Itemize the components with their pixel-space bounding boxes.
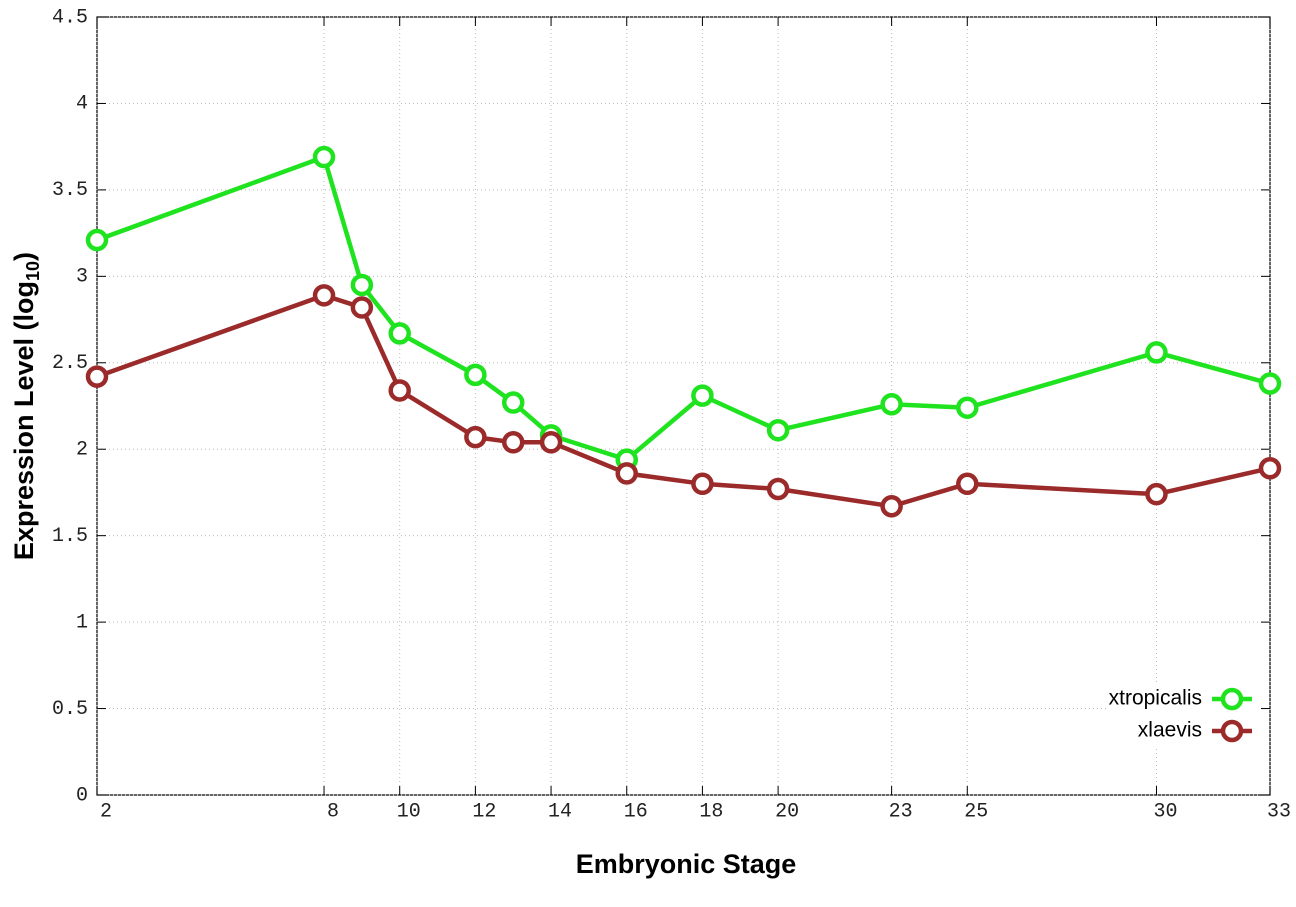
- x-tick-label: 2: [100, 800, 112, 823]
- x-tick-label: 16: [624, 800, 648, 823]
- data-point: [1258, 456, 1282, 480]
- x-tick-label: 8: [327, 800, 339, 823]
- y-tick-label: 1: [76, 611, 88, 634]
- y-tick-label: 2: [76, 439, 88, 462]
- legend-label: xtropicalis: [1109, 687, 1202, 710]
- x-tick-label: 23: [889, 800, 913, 823]
- data-point: [1145, 482, 1168, 506]
- data-point: [312, 284, 336, 307]
- data-point: [615, 462, 638, 485]
- data-point: [388, 322, 411, 345]
- data-point: [312, 145, 336, 169]
- data-point: [956, 396, 979, 419]
- y-axis-title: Expression Level (log10): [9, 252, 43, 560]
- y-tick-label: 3.5: [52, 179, 88, 202]
- data-point: [464, 363, 487, 387]
- y-tick-label: 0.5: [52, 698, 88, 721]
- series-line: [96, 154, 1271, 462]
- data-point: [691, 384, 714, 407]
- data-point: [766, 418, 790, 442]
- data-point: [85, 228, 109, 252]
- x-tick-label: 25: [964, 800, 988, 823]
- y-tick-label: 4: [76, 93, 88, 116]
- y-axis-title-end: ): [9, 252, 39, 261]
- data-point: [539, 431, 563, 454]
- legend-marker: [1220, 719, 1244, 743]
- data-point: [880, 495, 903, 518]
- y-tick-label: 1.5: [52, 525, 88, 548]
- x-tick-label: 30: [1153, 800, 1177, 823]
- data-point: [880, 393, 903, 416]
- x-tick-label: 18: [699, 800, 723, 823]
- data-point: [350, 273, 374, 297]
- data-point: [766, 477, 790, 501]
- y-tick-label: 2.5: [52, 352, 88, 375]
- series-line: [96, 293, 1271, 509]
- data-point: [691, 472, 714, 496]
- y-tick-label: 4.5: [52, 6, 88, 29]
- data-point: [388, 379, 411, 402]
- y-axis-title-sub: 10: [23, 261, 43, 281]
- data-point: [1258, 372, 1282, 395]
- data-point: [501, 431, 525, 454]
- y-tick-label: 0: [76, 784, 88, 807]
- data-point: [350, 296, 374, 319]
- legend-marker: [1220, 687, 1244, 711]
- x-tick-label: 12: [472, 800, 496, 823]
- y-axis-title-text: Expression Level (log: [9, 281, 39, 560]
- x-axis-title: Embryonic Stage: [576, 849, 797, 879]
- data-point: [956, 472, 979, 496]
- x-tick-label: 20: [775, 800, 799, 823]
- y-tick-label: 3: [76, 266, 88, 289]
- x-tick-label: 10: [397, 800, 421, 823]
- data-point: [1145, 341, 1168, 364]
- data-point: [464, 425, 487, 449]
- data-point: [501, 391, 525, 414]
- plot-frame: [96, 16, 1271, 796]
- x-tick-label: 33: [1267, 800, 1291, 823]
- data-point: [85, 365, 109, 388]
- x-tick-label: 14: [548, 800, 572, 823]
- legend-label: xlaevis: [1138, 719, 1202, 742]
